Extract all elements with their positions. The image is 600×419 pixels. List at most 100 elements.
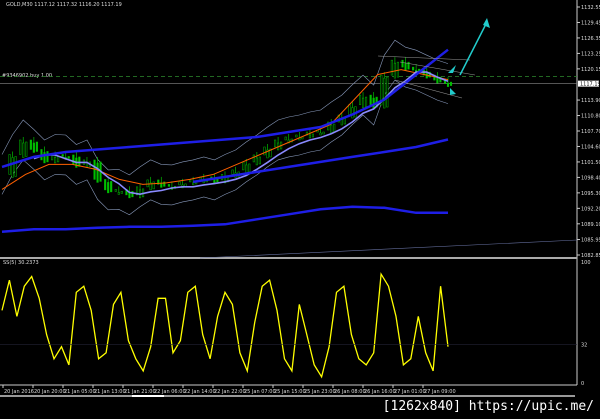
candle [383,77,386,109]
price-tick-label: 1120.15 [581,67,600,73]
candle [361,97,365,108]
candle [117,192,120,195]
price-tick-label: 1129.45 [581,20,600,26]
oscillator-level-label: 32 [581,342,587,348]
candle [255,157,258,166]
bollinger-lower [1,79,449,216]
oscillator-level-label: 0 [581,381,584,387]
time-tick-label: 26 Jan 16:00 [364,389,396,395]
price-tick-label: 1085.95 [581,238,600,244]
current-price-tag [578,80,599,87]
time-tick-label: 25 Jan 15:00 [274,389,306,395]
time-tick-label: 21 Jan 13:00 [94,389,126,395]
candle [263,146,266,156]
candle [319,132,322,136]
price-tick-label: 1104.60 [581,144,600,150]
time-tick-label: 22 Jan 14:00 [184,389,216,395]
time-tick-label: 21 Jan 05:00 [64,389,96,395]
time-tick-label: 20 Jan 20:00 [34,389,66,395]
candle [110,181,113,193]
candle [348,104,351,116]
candle [446,82,450,87]
candle [32,142,35,153]
candle [396,61,399,78]
candle [35,141,38,152]
candle [25,141,28,157]
candle [22,142,25,158]
candle [248,163,251,173]
candle [401,59,404,68]
candle [330,124,333,134]
time-tick-label: 25 Jan 23:00 [304,389,336,395]
candle [120,191,123,194]
candle [131,191,134,198]
oscillator-level-label: 100 [581,260,591,266]
time-tick-label: 27 Jan 09:00 [424,389,456,395]
time-tick-label: 21 Jan 21:00 [124,389,156,395]
channel-line [394,79,463,99]
candle [439,76,442,83]
price-tick-label: 1101.50 [581,160,600,166]
candle [19,139,22,155]
price-tick-label: 1132.55 [581,5,600,11]
candle [380,74,383,106]
candle [135,186,139,196]
candle [61,154,64,157]
candle [11,157,14,178]
candle [245,164,248,174]
price-tick-label: 1126.35 [581,36,600,42]
watermark: [1262x840] https://upic.me/ [382,399,594,414]
horizontal-scrollbar[interactable] [0,395,575,397]
time-tick-label: 22 Jan 06:00 [154,389,186,395]
price-tick-label: 1123.25 [581,51,600,57]
candle [284,136,287,141]
candle [358,94,362,105]
price-tick-label: 1082.85 [581,253,600,259]
candle [242,161,245,171]
scrollbar-thumb[interactable] [132,395,164,397]
ma-slow-thick-line [1,205,448,234]
candle [46,151,49,163]
candle [269,148,272,158]
candle [390,59,393,76]
price-tick-label: 1110.80 [581,114,600,120]
ma-mid-thick-line [192,138,449,184]
candle [231,169,234,175]
channel-line [399,61,476,76]
oscillator-label: SS(5) 30.2373 [3,260,39,266]
candle [311,133,315,138]
candle [29,139,32,150]
candle [149,182,152,191]
candle [252,154,255,163]
candle [178,181,181,186]
candle [404,62,407,71]
candle [67,156,70,159]
time-tick-label: 22 Jan 22:00 [214,389,246,395]
candle [192,182,195,186]
candle [189,179,192,183]
channel-line [377,55,471,61]
candle [157,179,160,185]
candle [43,152,46,164]
time-tick-label: 25 Jan 07:00 [244,389,276,395]
candle [107,182,110,194]
ma-mid-line [33,71,449,196]
price-tick-label: 1095.30 [581,191,600,197]
candle [72,154,75,165]
time-tick-label: 20 Jan 2016 [4,389,34,395]
candle [114,189,117,192]
ma-fast-line [1,69,449,190]
oscillator-line [1,272,449,379]
candle [322,131,325,135]
candle [351,107,354,119]
bollinger-upper [1,39,449,176]
price-tick-label: 1113.90 [581,98,600,104]
price-tick-label: 1107.70 [581,129,600,135]
candle [369,94,372,106]
price-tick-label: 1098.40 [581,175,600,181]
price-tick-label: 1089.10 [581,222,600,228]
symbol-info: GOLD,M30 1117.12 1117.32 1116.20 1117.19 [6,2,122,8]
candle [258,156,261,165]
